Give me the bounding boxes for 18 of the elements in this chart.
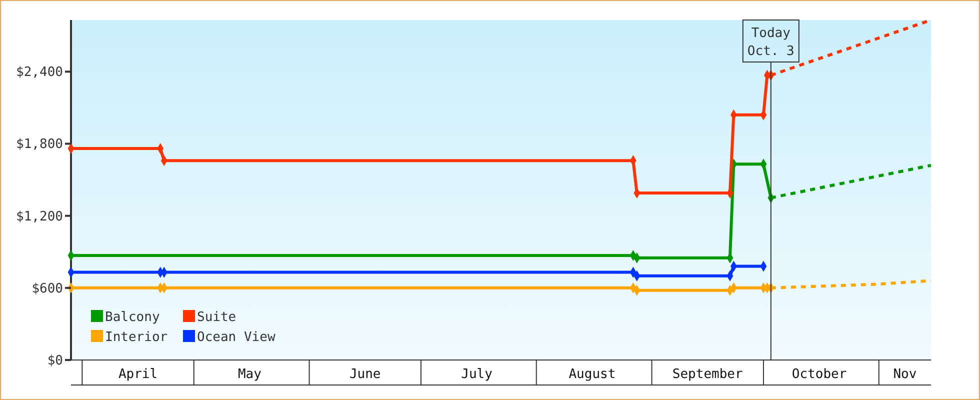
- y-tick-label: $0: [47, 354, 63, 368]
- x-tick-label: July: [461, 367, 493, 382]
- x-tick-label: October: [792, 367, 847, 382]
- legend-label: Interior: [105, 330, 168, 345]
- x-tick-label: April: [118, 367, 158, 382]
- legend-label: Ocean View: [197, 330, 276, 345]
- legend-label: Suite: [197, 310, 236, 325]
- y-tick-label: $1,800: [16, 137, 63, 152]
- x-tick-label: August: [568, 367, 616, 382]
- y-tick-label: $600: [32, 281, 63, 296]
- legend-label: Balcony: [105, 310, 160, 325]
- y-tick-label: $1,200: [16, 209, 63, 224]
- x-tick-label: June: [349, 367, 381, 382]
- y-tick-label: $2,400: [16, 65, 63, 80]
- x-tick-label: May: [238, 367, 262, 382]
- x-tick-label: September: [672, 367, 744, 382]
- ref-line-label: Today Oct. 3: [747, 26, 794, 59]
- x-tick-label: Nov: [893, 367, 917, 382]
